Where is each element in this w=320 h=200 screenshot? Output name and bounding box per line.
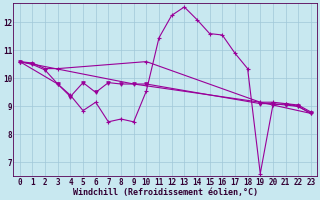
X-axis label: Windchill (Refroidissement éolien,°C): Windchill (Refroidissement éolien,°C) bbox=[73, 188, 258, 197]
